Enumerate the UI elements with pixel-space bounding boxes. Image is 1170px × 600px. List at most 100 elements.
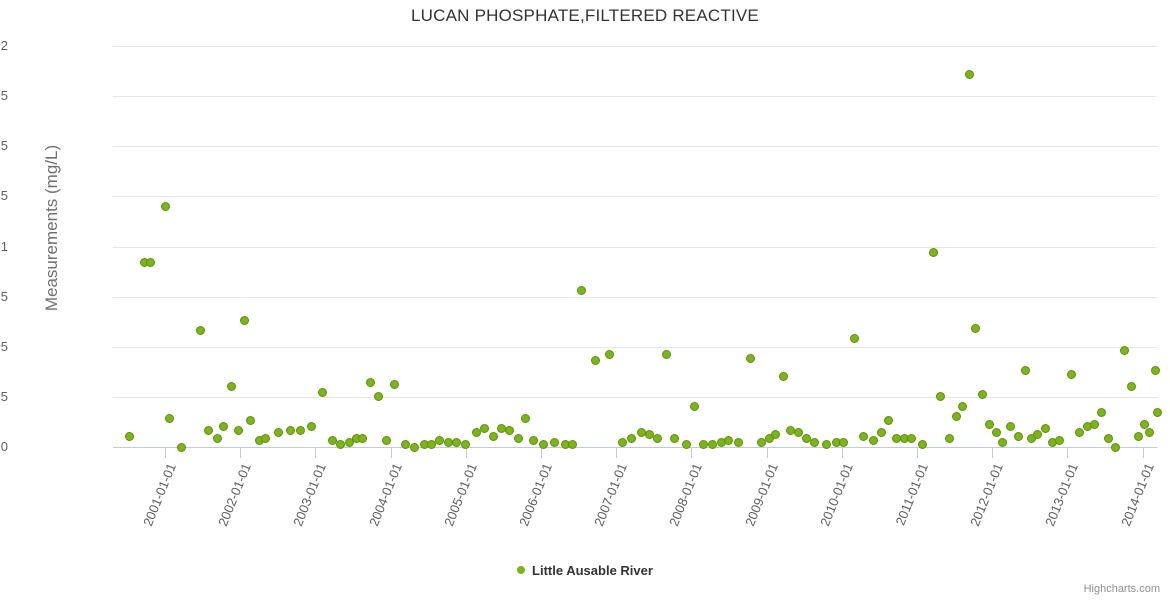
credits-label[interactable]: Highcharts.com — [1083, 583, 1160, 595]
data-point[interactable] — [1066, 370, 1076, 380]
data-point[interactable] — [1020, 366, 1030, 376]
data-point[interactable] — [529, 436, 539, 446]
data-point[interactable] — [538, 440, 548, 450]
data-point[interactable] — [917, 440, 927, 450]
data-point[interactable] — [513, 434, 523, 444]
data-point[interactable] — [125, 432, 135, 442]
data-point[interactable] — [868, 436, 878, 446]
data-point[interactable] — [567, 440, 577, 450]
data-point[interactable] — [1145, 428, 1155, 438]
data-point[interactable] — [1127, 382, 1137, 392]
data-point[interactable] — [970, 324, 980, 334]
data-point[interactable] — [765, 434, 775, 444]
data-point[interactable] — [382, 436, 392, 446]
data-point[interactable] — [964, 69, 974, 79]
data-point[interactable] — [577, 286, 587, 296]
data-point[interactable] — [978, 390, 988, 400]
data-point[interactable] — [426, 440, 436, 450]
data-point[interactable] — [374, 392, 384, 402]
data-point[interactable] — [480, 424, 490, 434]
data-point[interactable] — [260, 434, 270, 444]
data-point[interactable] — [821, 440, 831, 450]
data-point[interactable] — [1055, 436, 1065, 446]
data-point[interactable] — [952, 412, 962, 422]
data-point[interactable] — [985, 420, 995, 430]
data-point[interactable] — [991, 428, 1001, 438]
data-point[interactable] — [505, 426, 515, 436]
data-point[interactable] — [285, 426, 295, 436]
legend-item-little-ausable-river[interactable]: Little Ausable River — [517, 562, 653, 578]
data-point[interactable] — [670, 434, 680, 444]
data-point[interactable] — [690, 402, 699, 412]
data-point[interactable] — [203, 426, 213, 436]
data-point[interactable] — [653, 434, 663, 444]
data-point[interactable] — [1133, 432, 1143, 442]
data-point[interactable] — [165, 414, 175, 424]
data-point[interactable] — [307, 422, 317, 432]
data-point[interactable] — [318, 388, 328, 398]
data-point[interactable] — [550, 438, 560, 448]
data-point[interactable] — [605, 350, 615, 360]
data-point[interactable] — [627, 434, 637, 444]
data-point[interactable] — [461, 440, 471, 450]
data-point[interactable] — [849, 334, 859, 344]
data-point[interactable] — [488, 432, 498, 442]
data-point[interactable] — [274, 428, 284, 438]
data-point[interactable] — [160, 201, 170, 211]
data-point[interactable] — [1139, 420, 1149, 430]
data-point[interactable] — [451, 438, 461, 448]
data-point[interactable] — [177, 442, 187, 452]
data-point[interactable] — [1151, 366, 1161, 376]
data-point[interactable] — [839, 438, 849, 448]
data-point[interactable] — [1120, 346, 1130, 356]
data-point[interactable] — [1075, 428, 1085, 438]
data-point[interactable] — [936, 392, 946, 402]
data-point[interactable] — [296, 426, 306, 436]
data-point[interactable] — [146, 258, 156, 268]
data-point[interactable] — [1152, 408, 1162, 418]
data-point[interactable] — [724, 436, 734, 446]
data-point[interactable] — [733, 438, 743, 448]
data-point[interactable] — [590, 356, 600, 366]
data-point[interactable] — [876, 428, 886, 438]
data-point[interactable] — [400, 440, 410, 450]
data-point[interactable] — [617, 438, 627, 448]
data-point[interactable] — [1104, 434, 1114, 444]
data-point[interactable] — [1006, 422, 1016, 432]
data-point[interactable] — [1033, 430, 1043, 440]
data-point[interactable] — [810, 438, 820, 448]
data-point[interactable] — [366, 378, 376, 388]
data-point[interactable] — [1013, 432, 1023, 442]
data-point[interactable] — [746, 354, 756, 364]
data-point[interactable] — [944, 434, 954, 444]
data-point[interactable] — [196, 326, 206, 336]
data-point[interactable] — [1110, 442, 1120, 452]
data-point[interactable] — [907, 434, 917, 444]
data-point[interactable] — [859, 432, 869, 442]
data-point[interactable] — [226, 382, 236, 392]
data-point[interactable] — [1097, 408, 1107, 418]
data-point[interactable] — [358, 434, 368, 444]
data-point[interactable] — [344, 438, 354, 448]
data-point[interactable] — [390, 380, 400, 390]
data-point[interactable] — [681, 440, 691, 450]
data-point[interactable] — [771, 430, 781, 440]
data-point[interactable] — [661, 350, 671, 360]
data-point[interactable] — [929, 248, 939, 257]
data-point[interactable] — [707, 440, 717, 450]
data-point[interactable] — [233, 426, 243, 436]
data-point[interactable] — [471, 428, 481, 438]
data-point[interactable] — [794, 428, 804, 438]
chart-legend[interactable]: Little Ausable River — [0, 562, 1170, 578]
data-point[interactable] — [336, 440, 346, 450]
data-point[interactable] — [246, 416, 256, 426]
data-point[interactable] — [958, 402, 968, 412]
data-point[interactable] — [219, 422, 229, 432]
data-point[interactable] — [756, 438, 766, 448]
data-point[interactable] — [239, 316, 249, 326]
data-point[interactable] — [1027, 434, 1037, 444]
data-point[interactable] — [1040, 424, 1050, 434]
data-point[interactable] — [520, 414, 530, 424]
data-point[interactable] — [212, 434, 222, 444]
data-point[interactable] — [884, 416, 894, 426]
